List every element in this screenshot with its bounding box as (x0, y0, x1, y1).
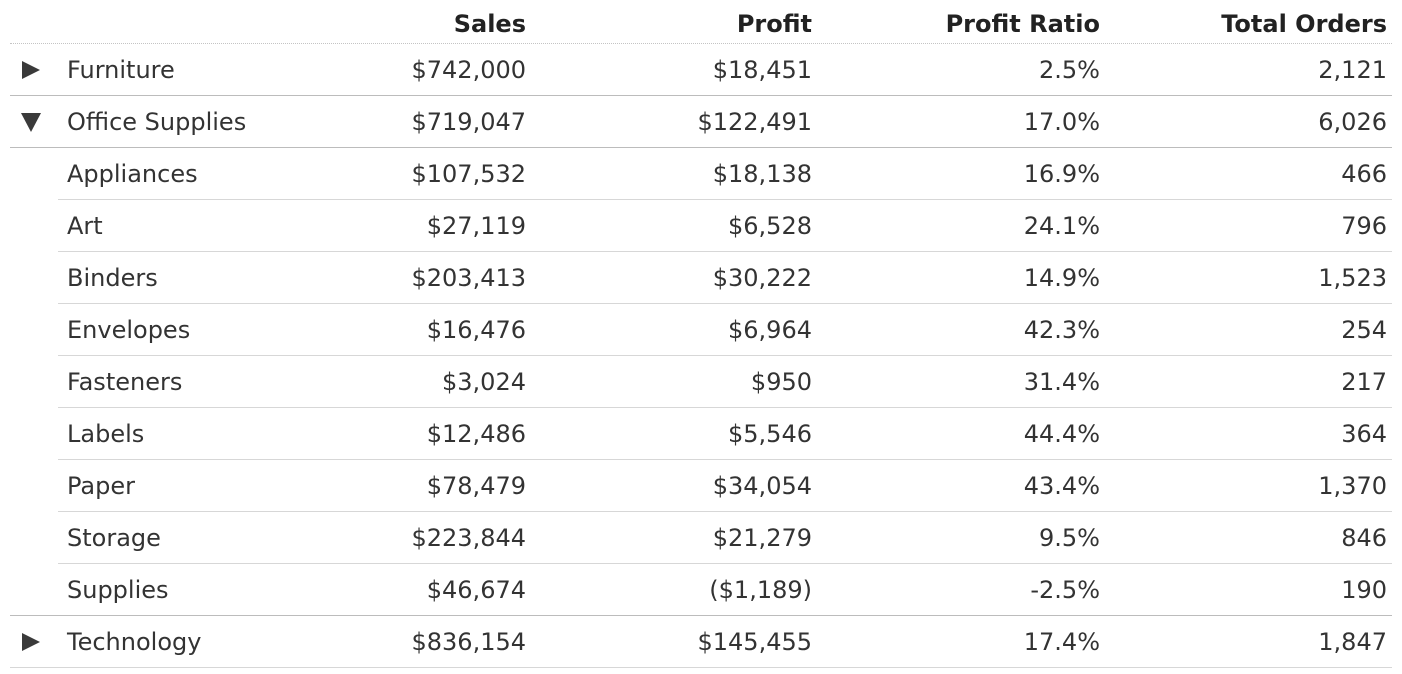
table-row: Labels $12,486 $5,546 44.4% 364 (0, 408, 1402, 460)
row-divider (58, 407, 1392, 408)
table-row: Envelopes $16,476 $6,964 42.3% 254 (0, 304, 1402, 356)
sales-cell: $719,047 (411, 108, 526, 136)
sales-cell: $3,024 (442, 368, 526, 396)
row-divider (58, 511, 1392, 512)
total-orders-cell: 466 (1341, 160, 1387, 188)
table-row: Supplies $46,674 ($1,189) -2.5% 190 (0, 564, 1402, 616)
profit-cell: $6,528 (728, 212, 812, 240)
profit-cell: $145,455 (697, 628, 812, 656)
row-label: Envelopes (67, 316, 191, 344)
profit-cell: $18,451 (712, 56, 812, 84)
profit-ratio-cell: 2.5% (1039, 56, 1100, 84)
row-divider (10, 147, 1392, 148)
sales-cell: $742,000 (411, 56, 526, 84)
row-divider (58, 355, 1392, 356)
total-orders-cell: 1,847 (1318, 628, 1387, 656)
row-divider (58, 199, 1392, 200)
profit-ratio-cell: -2.5% (1030, 576, 1100, 604)
total-orders-cell: 1,523 (1318, 264, 1387, 292)
row-divider (10, 667, 1392, 668)
profit-ratio-cell: 43.4% (1023, 472, 1100, 500)
profit-ratio-cell: 17.0% (1023, 108, 1100, 136)
sales-cell: $27,119 (426, 212, 526, 240)
profit-cell: $34,054 (712, 472, 812, 500)
row-label: Supplies (67, 576, 169, 604)
row-label: Fasteners (67, 368, 183, 396)
row-label: Binders (67, 264, 158, 292)
sales-cell: $836,154 (411, 628, 526, 656)
row-divider (10, 615, 1392, 616)
profit-cell: $21,279 (712, 524, 812, 552)
profit-ratio-cell: 31.4% (1023, 368, 1100, 396)
total-orders-cell: 364 (1341, 420, 1387, 448)
profit-cell: $18,138 (712, 160, 812, 188)
column-header-profit[interactable]: Profit (736, 10, 812, 38)
expand-triangle-icon[interactable] (19, 630, 43, 654)
row-divider (58, 303, 1392, 304)
sales-cell: $46,674 (426, 576, 526, 604)
table-row: Storage $223,844 $21,279 9.5% 846 (0, 512, 1402, 564)
profit-ratio-cell: 9.5% (1039, 524, 1100, 552)
table-row: Fasteners $3,024 $950 31.4% 217 (0, 356, 1402, 408)
row-label: Labels (67, 420, 145, 448)
profit-cell: $30,222 (712, 264, 812, 292)
profit-ratio-cell: 14.9% (1023, 264, 1100, 292)
profit-cell: $5,546 (728, 420, 812, 448)
total-orders-cell: 846 (1341, 524, 1387, 552)
row-label: Paper (67, 472, 135, 500)
row-divider (58, 563, 1392, 564)
total-orders-cell: 217 (1341, 368, 1387, 396)
table-header: Sales Profit Profit Ratio Total Orders (0, 0, 1402, 44)
total-orders-cell: 190 (1341, 576, 1387, 604)
profit-cell: $122,491 (697, 108, 812, 136)
table-row: Binders $203,413 $30,222 14.9% 1,523 (0, 252, 1402, 304)
row-label: Technology (67, 628, 202, 656)
total-orders-cell: 796 (1341, 212, 1387, 240)
table-row[interactable]: Furniture $742,000 $18,451 2.5% 2,121 (0, 44, 1402, 96)
profit-cell: $6,964 (728, 316, 812, 344)
row-label: Art (67, 212, 103, 240)
table-row: Appliances $107,532 $18,138 16.9% 466 (0, 148, 1402, 200)
table-row[interactable]: Office Supplies $719,047 $122,491 17.0% … (0, 96, 1402, 148)
sales-cell: $78,479 (426, 472, 526, 500)
table-row: Paper $78,479 $34,054 43.4% 1,370 (0, 460, 1402, 512)
table-body: Furniture $742,000 $18,451 2.5% 2,121 Of… (0, 44, 1402, 668)
row-label: Office Supplies (67, 108, 247, 136)
row-divider (58, 459, 1392, 460)
profit-ratio-cell: 44.4% (1023, 420, 1100, 448)
column-header-sales[interactable]: Sales (453, 10, 526, 38)
profit-ratio-cell: 24.1% (1023, 212, 1100, 240)
sales-cell: $16,476 (426, 316, 526, 344)
collapse-triangle-icon[interactable] (19, 110, 43, 134)
header-divider (10, 43, 1392, 44)
total-orders-cell: 254 (1341, 316, 1387, 344)
row-divider (10, 95, 1392, 96)
profit-cell: $950 (750, 368, 812, 396)
row-label: Storage (67, 524, 161, 552)
column-header-profit-ratio[interactable]: Profit Ratio (945, 10, 1100, 38)
expand-triangle-icon[interactable] (19, 58, 43, 82)
table-row: Art $27,119 $6,528 24.1% 796 (0, 200, 1402, 252)
total-orders-cell: 1,370 (1318, 472, 1387, 500)
profit-ratio-cell: 16.9% (1023, 160, 1100, 188)
profit-cell: ($1,189) (709, 576, 812, 604)
row-label: Appliances (67, 160, 198, 188)
total-orders-cell: 2,121 (1318, 56, 1387, 84)
sales-cell: $223,844 (411, 524, 526, 552)
sales-cell: $203,413 (411, 264, 526, 292)
column-header-total-orders[interactable]: Total Orders (1221, 10, 1387, 38)
total-orders-cell: 6,026 (1318, 108, 1387, 136)
row-divider (58, 251, 1392, 252)
table-row[interactable]: Technology $836,154 $145,455 17.4% 1,847 (0, 616, 1402, 668)
row-label: Furniture (67, 56, 175, 84)
sales-cell: $12,486 (426, 420, 526, 448)
sales-cell: $107,532 (411, 160, 526, 188)
profit-ratio-cell: 17.4% (1023, 628, 1100, 656)
profit-ratio-cell: 42.3% (1023, 316, 1100, 344)
